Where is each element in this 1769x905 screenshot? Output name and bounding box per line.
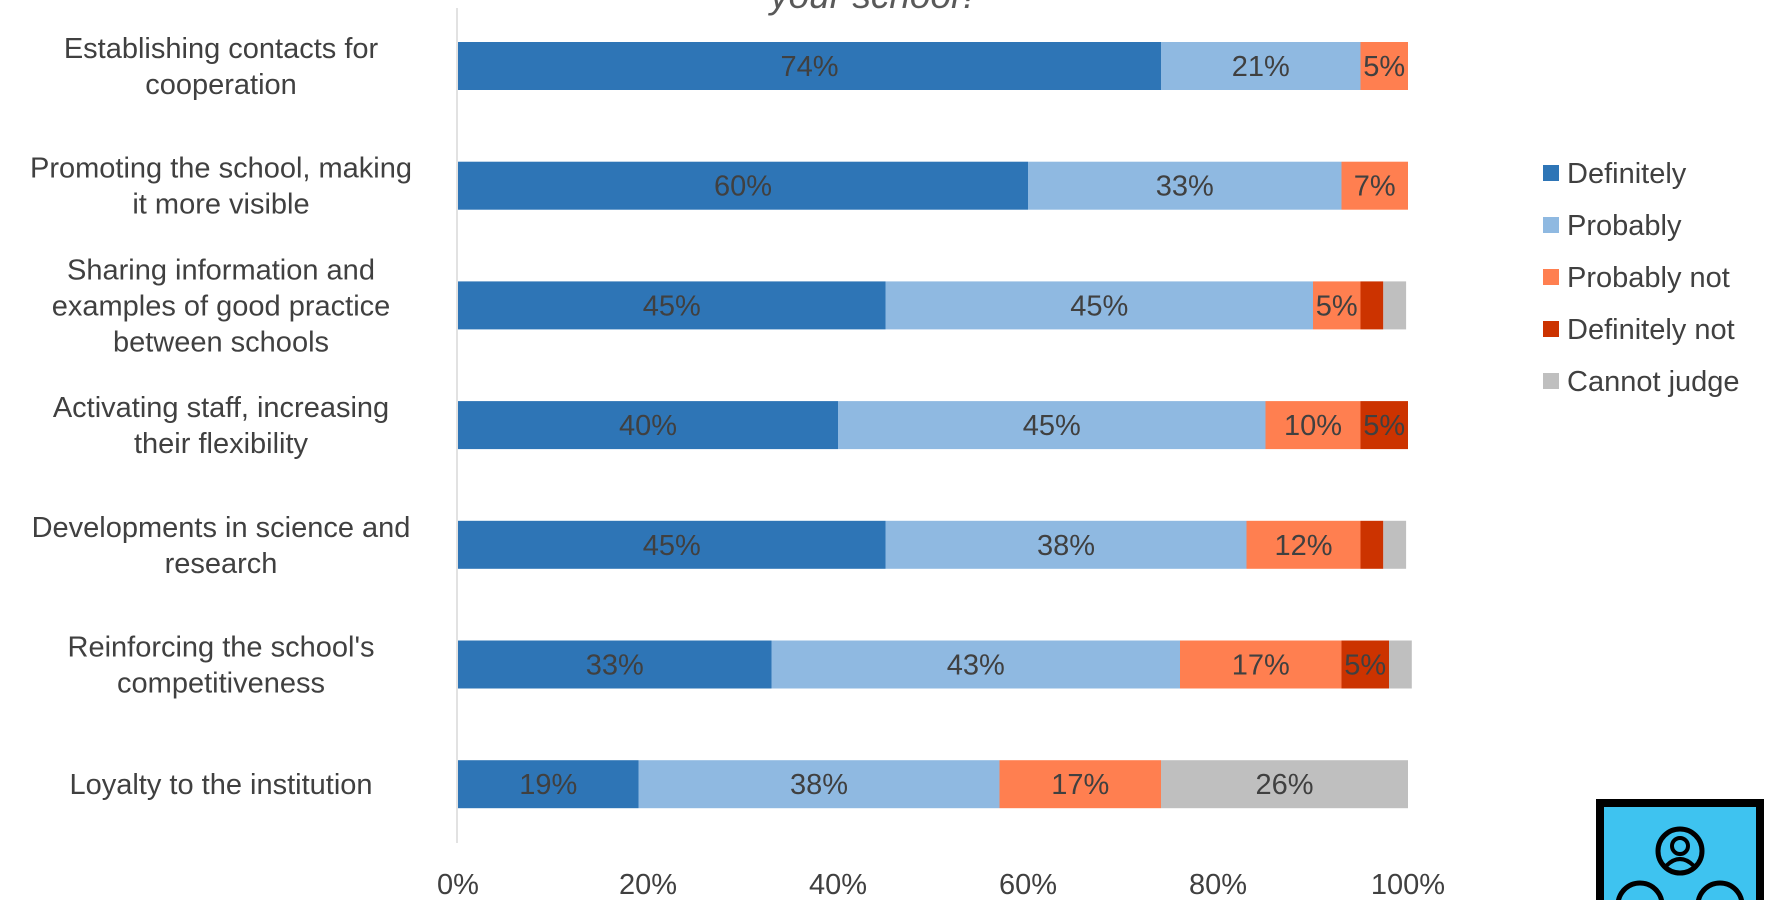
bar-segment-definitely	[458, 161, 1028, 210]
bar-segment-probably	[885, 281, 1313, 330]
data-label: 12%	[1274, 530, 1332, 562]
bar-segment-probably	[638, 760, 1000, 809]
bar-segment-probably-not	[1360, 42, 1408, 90]
x-tick-label: 0%	[437, 869, 479, 900]
bar-segment-probably	[838, 401, 1266, 450]
data-label: 45%	[643, 530, 701, 562]
legend-label: Cannot judge	[1567, 366, 1740, 398]
data-label: 5%	[1344, 650, 1386, 682]
bar-segment-cannot-judge	[1383, 520, 1407, 569]
bar-segment-definitely	[458, 42, 1161, 90]
x-tick-label: 60%	[999, 869, 1057, 900]
category-label: Reinforcing the school's competitiveness	[68, 632, 375, 700]
data-label: 38%	[790, 769, 848, 801]
x-tick-label: 40%	[809, 869, 867, 900]
category-label: Activating staff, increasing their flexib…	[53, 392, 389, 460]
bar-segment-definitely	[458, 281, 886, 330]
bar-segment-definitely-not	[1341, 640, 1389, 689]
data-label: 5%	[1363, 51, 1405, 83]
legend-label: Definitely not	[1567, 314, 1735, 346]
data-label: 40%	[619, 410, 677, 442]
data-label: 17%	[1232, 650, 1290, 682]
legend-swatch	[1543, 269, 1559, 285]
data-label: 5%	[1316, 290, 1358, 322]
data-label: 33%	[586, 650, 644, 682]
bar-segment-definitely	[458, 401, 838, 450]
data-label: 33%	[1156, 171, 1214, 203]
data-label: 17%	[1051, 769, 1109, 801]
bar-segment-definitely-not	[1360, 281, 1384, 330]
bar-segment-probably-not	[1265, 401, 1361, 450]
bar-segment-probably-not	[1246, 520, 1361, 569]
data-label: 45%	[1023, 410, 1081, 442]
category-label: Developments in science and research	[32, 512, 411, 580]
data-label: 26%	[1255, 769, 1313, 801]
x-tick-label: 100%	[1371, 869, 1445, 900]
bar-segment-probably-not	[1180, 640, 1342, 689]
bar-segment-probably	[885, 520, 1247, 569]
legend-swatch	[1543, 217, 1559, 233]
data-label: 60%	[714, 171, 772, 203]
legend-swatch	[1543, 373, 1559, 389]
bar-segment-probably-not	[999, 760, 1161, 809]
bar-segment-cannot-judge	[1383, 281, 1407, 330]
category-label: Loyalty to the institution	[69, 769, 372, 801]
x-tick-label: 20%	[619, 869, 677, 900]
data-label: 19%	[519, 769, 577, 801]
bar-segment-definitely-not	[1360, 401, 1408, 450]
data-label: 45%	[1070, 290, 1128, 322]
legend-swatch	[1543, 165, 1559, 181]
chart-title: your school?	[767, 0, 980, 16]
data-label: 43%	[947, 650, 1005, 682]
data-label: 45%	[643, 290, 701, 322]
bar-segment-definitely-not	[1360, 520, 1384, 569]
data-label: 10%	[1284, 410, 1342, 442]
data-label: 74%	[780, 51, 838, 83]
bar-segment-definitely	[458, 520, 886, 569]
bar-segment-definitely	[458, 760, 639, 809]
bar-segment-probably	[1028, 161, 1342, 210]
x-tick-label: 80%	[1189, 869, 1247, 900]
legend-label: Definitely	[1567, 158, 1687, 190]
data-label: 38%	[1037, 530, 1095, 562]
data-label: 7%	[1354, 171, 1396, 203]
bar-segment-probably-not	[1313, 281, 1361, 330]
legend-label: Probably	[1567, 210, 1682, 242]
data-label: 21%	[1232, 51, 1290, 83]
bar-segment-probably	[771, 640, 1180, 689]
category-label: Establishing contacts for cooperation	[64, 33, 379, 101]
bar-segment-cannot-judge	[1389, 640, 1412, 689]
bar-segment-probably-not	[1341, 161, 1408, 210]
person-network-icon	[1596, 799, 1764, 905]
bar-segment-cannot-judge	[1161, 760, 1408, 809]
data-label: 5%	[1363, 410, 1405, 442]
legend-label: Probably not	[1567, 262, 1730, 294]
legend-swatch	[1543, 321, 1559, 337]
bar-segment-probably	[1161, 42, 1361, 90]
bar-segment-definitely	[458, 640, 772, 689]
category-label: Promoting the school, making it more visi…	[30, 153, 412, 221]
category-label: Sharing information and examples of good …	[52, 254, 391, 358]
